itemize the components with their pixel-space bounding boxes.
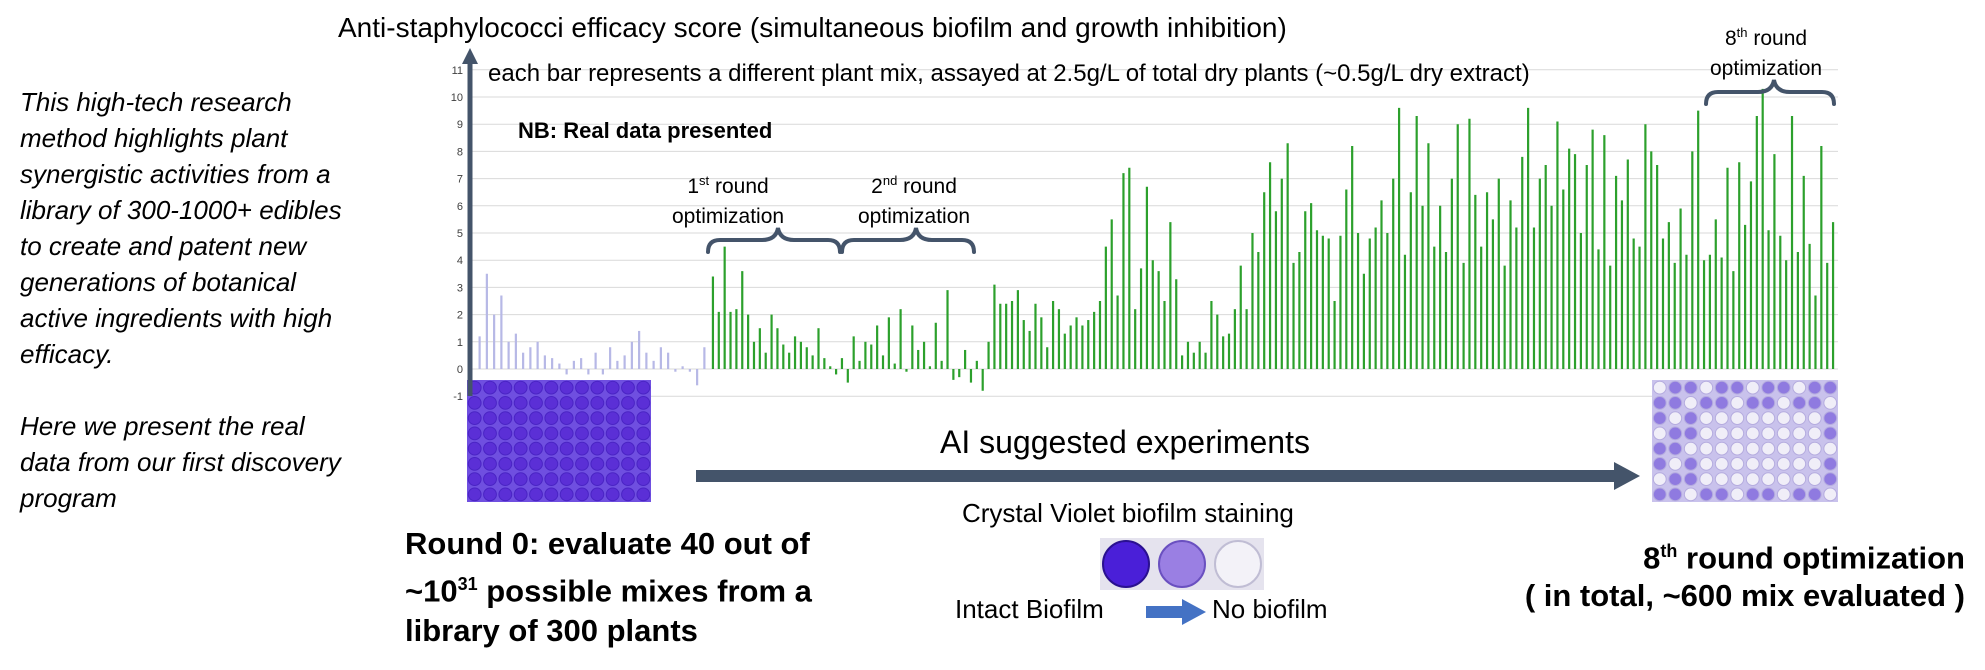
round0-caption: Round 0: evaluate 40 out of ~1031 possib… xyxy=(405,524,812,651)
round2-brace xyxy=(840,227,976,254)
round1-label: 1st round optimization xyxy=(672,166,784,232)
y-tick-label: 9 xyxy=(457,119,463,131)
round8-number: 8 xyxy=(1724,27,1737,50)
round1-word: round xyxy=(709,175,769,198)
round0-line1: Round 0: evaluate 40 out of xyxy=(405,526,810,561)
y-tick-label: 3 xyxy=(457,282,463,294)
y-tick-label: 1 xyxy=(457,337,463,349)
y-tick-label: 6 xyxy=(457,201,463,213)
round2-optimization: optimization xyxy=(858,205,971,228)
round0-base: ~10 xyxy=(405,573,458,609)
round2-number: 2 xyxy=(871,175,883,198)
round1-optimization: optimization xyxy=(672,205,785,228)
round8-caption: 8th round optimization ( in total, ~600 … xyxy=(1525,532,1965,615)
y-tick-label: 10 xyxy=(451,92,463,104)
chart-title: Anti-staphylococci efficacy score (simul… xyxy=(338,12,1287,43)
chart-subtitle: each bar represents a different plant mi… xyxy=(488,60,1530,87)
well-plates xyxy=(467,380,1838,502)
round8-caption-number: 8 xyxy=(1643,540,1661,576)
round8-suffix: th xyxy=(1736,25,1748,40)
y-axis-arrowhead xyxy=(462,48,478,64)
round8-caption-rest: round optimization xyxy=(1677,540,1965,576)
intro-text: This high-tech research method highlight… xyxy=(20,84,350,552)
round1-brace xyxy=(706,227,842,254)
round2-word: round xyxy=(897,175,957,198)
round0-line3: library of 300 plants xyxy=(405,613,698,649)
biofilm-transition-arrow xyxy=(1146,599,1206,625)
y-axis-ticks: -1 0 1 2 3 4 5 6 7 8 9 10 11 xyxy=(451,65,463,403)
round0-well-plate xyxy=(467,380,651,502)
chart-bars xyxy=(478,88,1835,391)
ai-suggested-label: AI suggested experiments xyxy=(940,424,1310,460)
round2-label: 2nd round optimization xyxy=(858,166,970,232)
y-tick-label: 11 xyxy=(452,65,463,77)
round8-word: round xyxy=(1747,27,1808,50)
round2-suffix: nd xyxy=(882,173,898,188)
intro-paragraph-2: Here we present the real data from our f… xyxy=(20,411,341,513)
y-tick-label: 5 xyxy=(457,228,463,240)
round0-line2: ~1031 possible mixes from a xyxy=(405,564,812,611)
crystal-violet-wells xyxy=(1100,538,1264,590)
y-tick-label: 4 xyxy=(457,255,463,267)
chart-grid xyxy=(470,69,1838,397)
intro-paragraph-1: This high-tech research method highlight… xyxy=(20,87,342,369)
round8-caption-suffix: th xyxy=(1660,541,1678,561)
y-tick-label: 7 xyxy=(457,174,463,186)
y-tick-label: -1 xyxy=(453,391,463,403)
ai-experiments-arrowhead xyxy=(1614,462,1640,490)
y-tick-label: 0 xyxy=(457,364,463,376)
y-tick-label: 8 xyxy=(457,146,463,158)
round8-caption-line1: 8th round optimization xyxy=(1525,532,1965,577)
round1-number: 1 xyxy=(687,175,700,198)
no-biofilm-label: No biofilm xyxy=(1212,594,1328,624)
real-data-note: NB: Real data presented xyxy=(518,118,773,143)
round8-brace xyxy=(1704,79,1836,106)
round8-label: 8th round optimization xyxy=(1710,18,1822,84)
crystal-violet-title: Crystal Violet biofilm staining xyxy=(962,498,1294,528)
y-tick-label: 2 xyxy=(457,310,463,322)
round8-caption-line2: ( in total, ~600 mix evaluated ) xyxy=(1524,578,1965,614)
round0-line2-rest: possible mixes from a xyxy=(477,573,812,609)
round0-exponent: 31 xyxy=(457,574,478,594)
intact-biofilm-label: Intact Biofilm xyxy=(955,594,1104,624)
round8-optimization: optimization xyxy=(1710,57,1823,80)
round8-well-plate xyxy=(1652,380,1838,502)
round1-suffix: st xyxy=(699,173,710,188)
